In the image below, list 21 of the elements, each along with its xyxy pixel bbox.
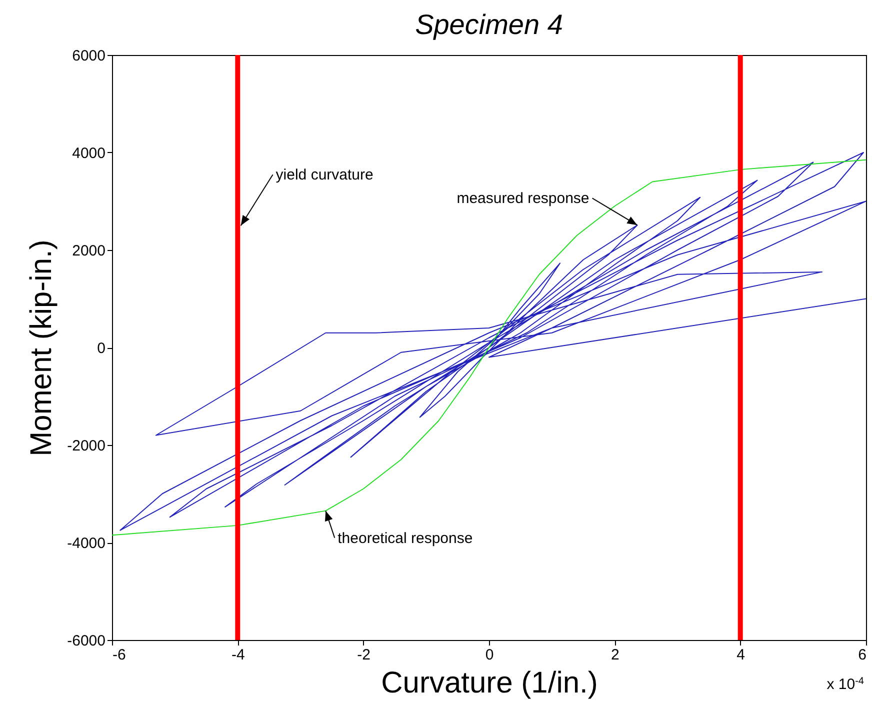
y-tick-label: -4000 [67,535,106,552]
y-tick-label: 6000 [72,48,106,64]
annotation: measured response [456,190,590,208]
y-tick-label: -6000 [67,632,106,650]
annotation: theoretical response [338,530,473,547]
annotation: yield curvature [276,166,374,184]
y-tick-label: 2000 [72,242,106,260]
x-tick-label: 6 [858,646,866,664]
x-axis-title: Curvature (1/in.) [381,666,598,700]
chart-title: Specimen 4 [415,9,563,40]
x-tick-label: 4 [736,646,746,664]
y-axis-title: Moment (kip-in.) [25,240,58,456]
y-tick-label: 0 [97,340,106,357]
y-tick-label: -2000 [67,438,106,454]
y-tick-label: 4000 [72,145,106,162]
text: x 10$^{-4}$ [826,676,864,693]
x-tick-label: -6 [112,646,126,664]
x-tick-label: -4 [231,646,245,664]
x-tick-label: 2 [610,646,620,664]
x-tick-label: -2 [357,646,371,664]
x-tick-label: 0 [485,646,494,664]
